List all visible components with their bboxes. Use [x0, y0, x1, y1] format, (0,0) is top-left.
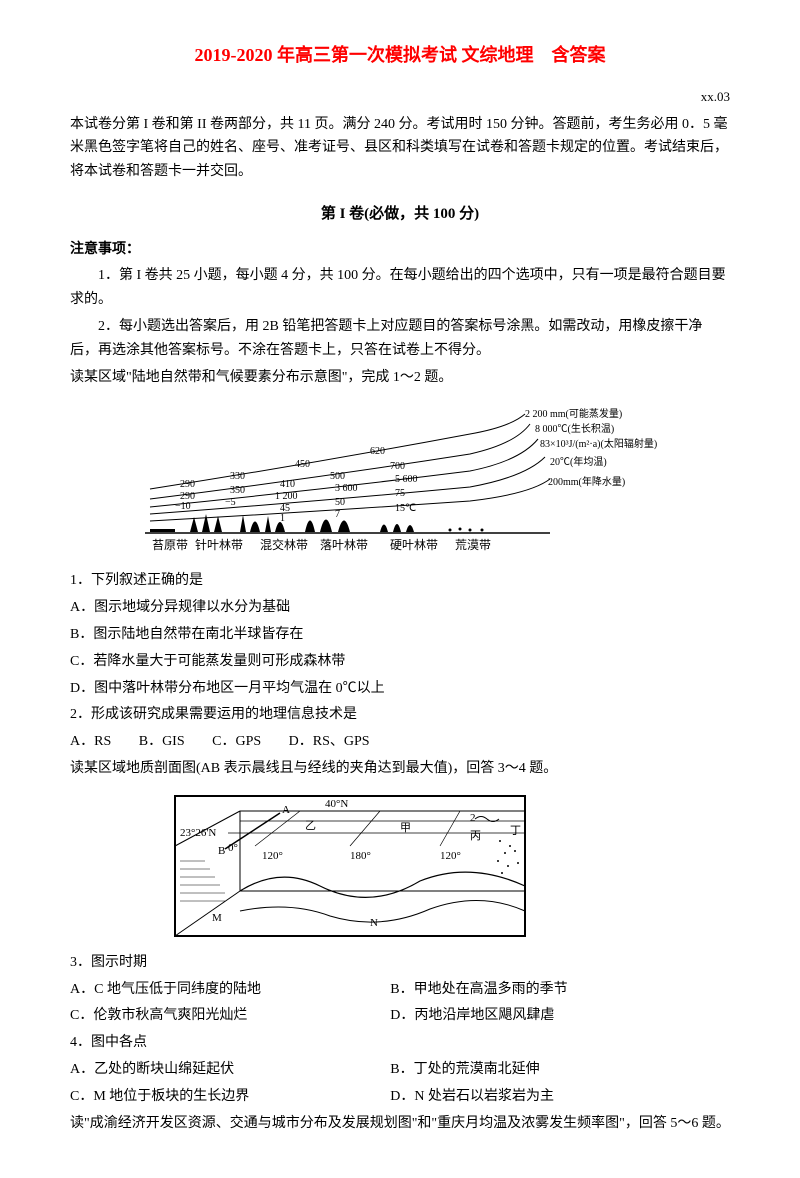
notice-label: 注意事项： [70, 238, 730, 262]
svg-text:40°N: 40°N [325, 798, 348, 810]
svg-text:甲: 甲 [400, 822, 411, 834]
q4-opt-c: C．M 地位于板块的生长边界 [70, 1085, 387, 1109]
svg-text:乙: 乙 [305, 819, 316, 832]
svg-text:−5: −5 [225, 497, 236, 508]
svg-text:5 600: 5 600 [395, 474, 418, 485]
svg-text:N: N [370, 917, 378, 929]
svg-text:180°: 180° [350, 850, 371, 862]
svg-text:3 600: 3 600 [335, 483, 358, 494]
svg-text:700: 700 [390, 461, 405, 472]
q2-opt-a: A．RS [70, 730, 111, 754]
svg-text:83×10³J/(m²·a)(太阳辐射量): 83×10³J/(m²·a)(太阳辐射量) [540, 437, 657, 450]
q3-opt-c: C．伦敦市秋高气爽阳光灿烂 [70, 1004, 387, 1028]
notice-2: 2．每小题选出答案后，用 2B 铅笔把答题卡上对应题目的答案标号涂黑。如需改动，… [70, 315, 730, 363]
q3-opt-d: D．丙地沿岸地区飓风肆虐 [390, 1004, 707, 1028]
svg-text:0°: 0° [228, 842, 238, 854]
svg-text:50: 50 [335, 497, 345, 508]
svg-text:苔原带: 苔原带 [152, 538, 188, 552]
figure-1-climate-zones: 290 330 450 620 290 350 410 500 700 −10 … [130, 399, 670, 559]
svg-text:荒漠带: 荒漠带 [455, 538, 491, 552]
q4-stem: 4．图中各点 [70, 1031, 730, 1055]
svg-text:2: 2 [470, 812, 476, 824]
svg-text:落叶林带: 落叶林带 [320, 538, 368, 552]
q2-opt-c: C．GPS [212, 730, 261, 754]
q4-row1: A．乙处的断块山绵延起伏 B．丁处的荒漠南北延伸 [70, 1058, 730, 1082]
q1-stem: 1．下列叙述正确的是 [70, 569, 730, 593]
q2-options: A．RS B．GIS C．GPS D．RS、GPS [70, 730, 730, 754]
q1-opt-c: C．若降水量大于可能蒸发量则可形成森林带 [70, 650, 730, 674]
section-1-title: 第 I 卷(必做，共 100 分) [70, 202, 730, 228]
notice-1: 1．第 I 卷共 25 小题，每小题 4 分，共 100 分。在每小题给出的四个… [70, 264, 730, 312]
prompt-2: 读某区域地质剖面图(AB 表示晨线且与经线的夹角达到最大值)，回答 3～4 题。 [70, 757, 730, 781]
svg-text:丁: 丁 [510, 825, 521, 837]
svg-text:450: 450 [295, 459, 310, 470]
q1-opt-b: B．图示陆地自然带在南北半球皆存在 [70, 623, 730, 647]
svg-text:针叶林带: 针叶林带 [195, 537, 243, 552]
q4-row2: C．M 地位于板块的生长边界 D．N 处岩石以岩浆岩为主 [70, 1085, 730, 1109]
svg-text:75: 75 [395, 488, 405, 499]
q4-opt-b: B．丁处的荒漠南北延伸 [390, 1058, 707, 1082]
svg-text:500: 500 [330, 471, 345, 482]
svg-text:23°26'N: 23°26'N [180, 827, 216, 839]
q3-opt-a: A．C 地气压低于同纬度的陆地 [70, 978, 387, 1002]
svg-text:B: B [218, 845, 225, 857]
svg-text:A: A [282, 804, 290, 816]
svg-text:620: 620 [370, 446, 385, 457]
q1-opt-a: A．图示地域分异规律以水分为基础 [70, 596, 730, 620]
q4-opt-d: D．N 处岩石以岩浆岩为主 [390, 1085, 707, 1109]
svg-text:410: 410 [280, 479, 295, 490]
figure-2-geological-section: 40°N 23°26'N 0° 120° 180° 120° A 乙 甲 丙 丁… [170, 791, 530, 941]
svg-text:330: 330 [230, 471, 245, 482]
svg-text:7: 7 [335, 509, 340, 520]
svg-text:混交林带: 混交林带 [260, 537, 308, 552]
q2-stem: 2．形成该研究成果需要运用的地理信息技术是 [70, 703, 730, 727]
q2-opt-b: B．GIS [139, 730, 185, 754]
svg-text:290: 290 [180, 479, 195, 490]
svg-text:20℃(年均温): 20℃(年均温) [550, 455, 607, 468]
prompt-1: 读某区域"陆地自然带和气候要素分布示意图"，完成 1～2 题。 [70, 366, 730, 390]
svg-text:丙: 丙 [470, 830, 481, 842]
q3-row1: A．C 地气压低于同纬度的陆地 B．甲地处在高温多雨的季节 [70, 978, 730, 1002]
q3-row2: C．伦敦市秋高气爽阳光灿烂 D．丙地沿岸地区飓风肆虐 [70, 1004, 730, 1028]
svg-text:2 200 mm(可能蒸发量): 2 200 mm(可能蒸发量) [525, 407, 622, 420]
svg-text:120°: 120° [262, 850, 283, 862]
svg-text:1 200: 1 200 [275, 491, 298, 502]
svg-text:8 000℃(生长积温): 8 000℃(生长积温) [535, 422, 614, 435]
date-line: xx.03 [70, 86, 730, 108]
q3-stem: 3．图示时期 [70, 951, 730, 975]
q4-opt-a: A．乙处的断块山绵延起伏 [70, 1058, 387, 1082]
svg-text:15℃: 15℃ [395, 503, 416, 514]
q3-opt-b: B．甲地处在高温多雨的季节 [390, 978, 707, 1002]
svg-text:120°: 120° [440, 850, 461, 862]
svg-text:350: 350 [230, 485, 245, 496]
svg-text:200mm(年降水量): 200mm(年降水量) [548, 475, 625, 488]
title-text: 2019-2020 年高三第一次模拟考试 文综地理 含答案 [195, 45, 606, 65]
intro-paragraph: 本试卷分第 I 卷和第 II 卷两部分，共 11 页。满分 240 分。考试用时… [70, 113, 730, 184]
page-title: 2019-2020 年高三第一次模拟考试 文综地理 含答案 [70, 40, 730, 71]
q2-opt-d: D．RS、GPS [289, 730, 370, 754]
svg-text:−10: −10 [175, 501, 191, 512]
q1-opt-d: D．图中落叶林带分布地区一月平均气温在 0℃以上 [70, 677, 730, 701]
svg-text:硬叶林带: 硬叶林带 [390, 538, 438, 552]
svg-text:M: M [212, 912, 222, 924]
